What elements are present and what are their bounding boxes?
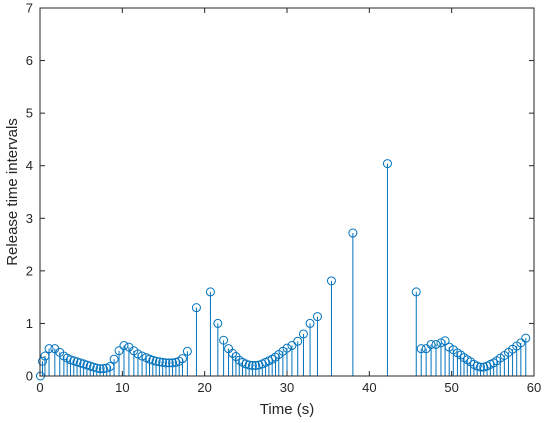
stem-marker [312,312,322,322]
x-tick-label: 10 [115,380,129,395]
stem-marker [305,318,315,328]
stem-marker [174,356,184,366]
stem-marker [475,362,485,372]
stem-marker [154,357,164,367]
stem-marker [431,339,441,349]
stem-marker [133,349,143,359]
stem-marker [521,333,531,343]
stem-marker [164,358,174,368]
y-tick-label: 7 [26,1,33,16]
x-tick-label: 60 [527,380,541,395]
stem-marker [456,350,466,360]
stem-marker [37,356,47,366]
stem-marker [119,341,129,351]
stem-marker [98,364,108,374]
y-tick-label: 6 [26,53,33,68]
y-tick-label: 4 [26,158,33,173]
chart-marks [35,159,531,381]
stem-marker [228,348,238,358]
x-tick-label: 40 [362,380,376,395]
stem-marker [168,358,178,368]
stem-marker [516,338,526,348]
stem-marker [282,343,292,353]
stem-marker [161,358,171,368]
stem-marker [426,339,436,349]
x-tick-label: 0 [36,380,43,395]
stem-marker [219,335,229,345]
chart-tick-labels: 0 10 20 30 40 50 60 0 1 2 3 4 5 6 7 [26,1,541,396]
stem-marker [492,356,502,366]
stem-marker [298,329,308,339]
stem-marker [92,363,102,373]
chart-axes [39,7,535,377]
x-tick-label: 20 [197,380,211,395]
stem-marker [151,356,161,366]
stem-marker [109,354,119,364]
stem-marker [382,159,392,169]
stem-marker [348,228,358,238]
stem-marker [158,357,168,367]
stem-marker [466,357,476,367]
stem-marker [182,346,192,356]
stem-marker [247,360,257,370]
stem-marker [411,287,421,297]
stem-marker [137,351,147,361]
y-tick-label: 1 [26,316,33,331]
x-tick-label: 30 [280,380,294,395]
y-tick-label: 3 [26,211,33,226]
stem-marker [114,346,124,356]
x-axis-label: Time (s) [260,401,314,418]
y-tick-label: 5 [26,106,33,121]
stem-marker [287,341,297,351]
stem-marker [416,344,426,354]
x-tick-label: 50 [444,380,458,395]
stem-marker [440,336,450,346]
stem-marker [177,354,187,364]
stem-marker [191,303,201,313]
stem-marker [44,344,54,354]
stem-marker [251,360,261,370]
y-tick-label: 0 [26,369,33,384]
stem-marker [95,364,105,374]
stem-marker [270,352,280,362]
y-tick-label: 2 [26,263,33,278]
stem-marker [326,276,336,286]
axes-box [39,7,535,377]
stem-marker [205,287,215,297]
y-axis-label: Release time intervals [4,118,21,266]
stem-marker [244,360,254,370]
stem-marker [293,336,303,346]
stem-marker [213,318,223,328]
